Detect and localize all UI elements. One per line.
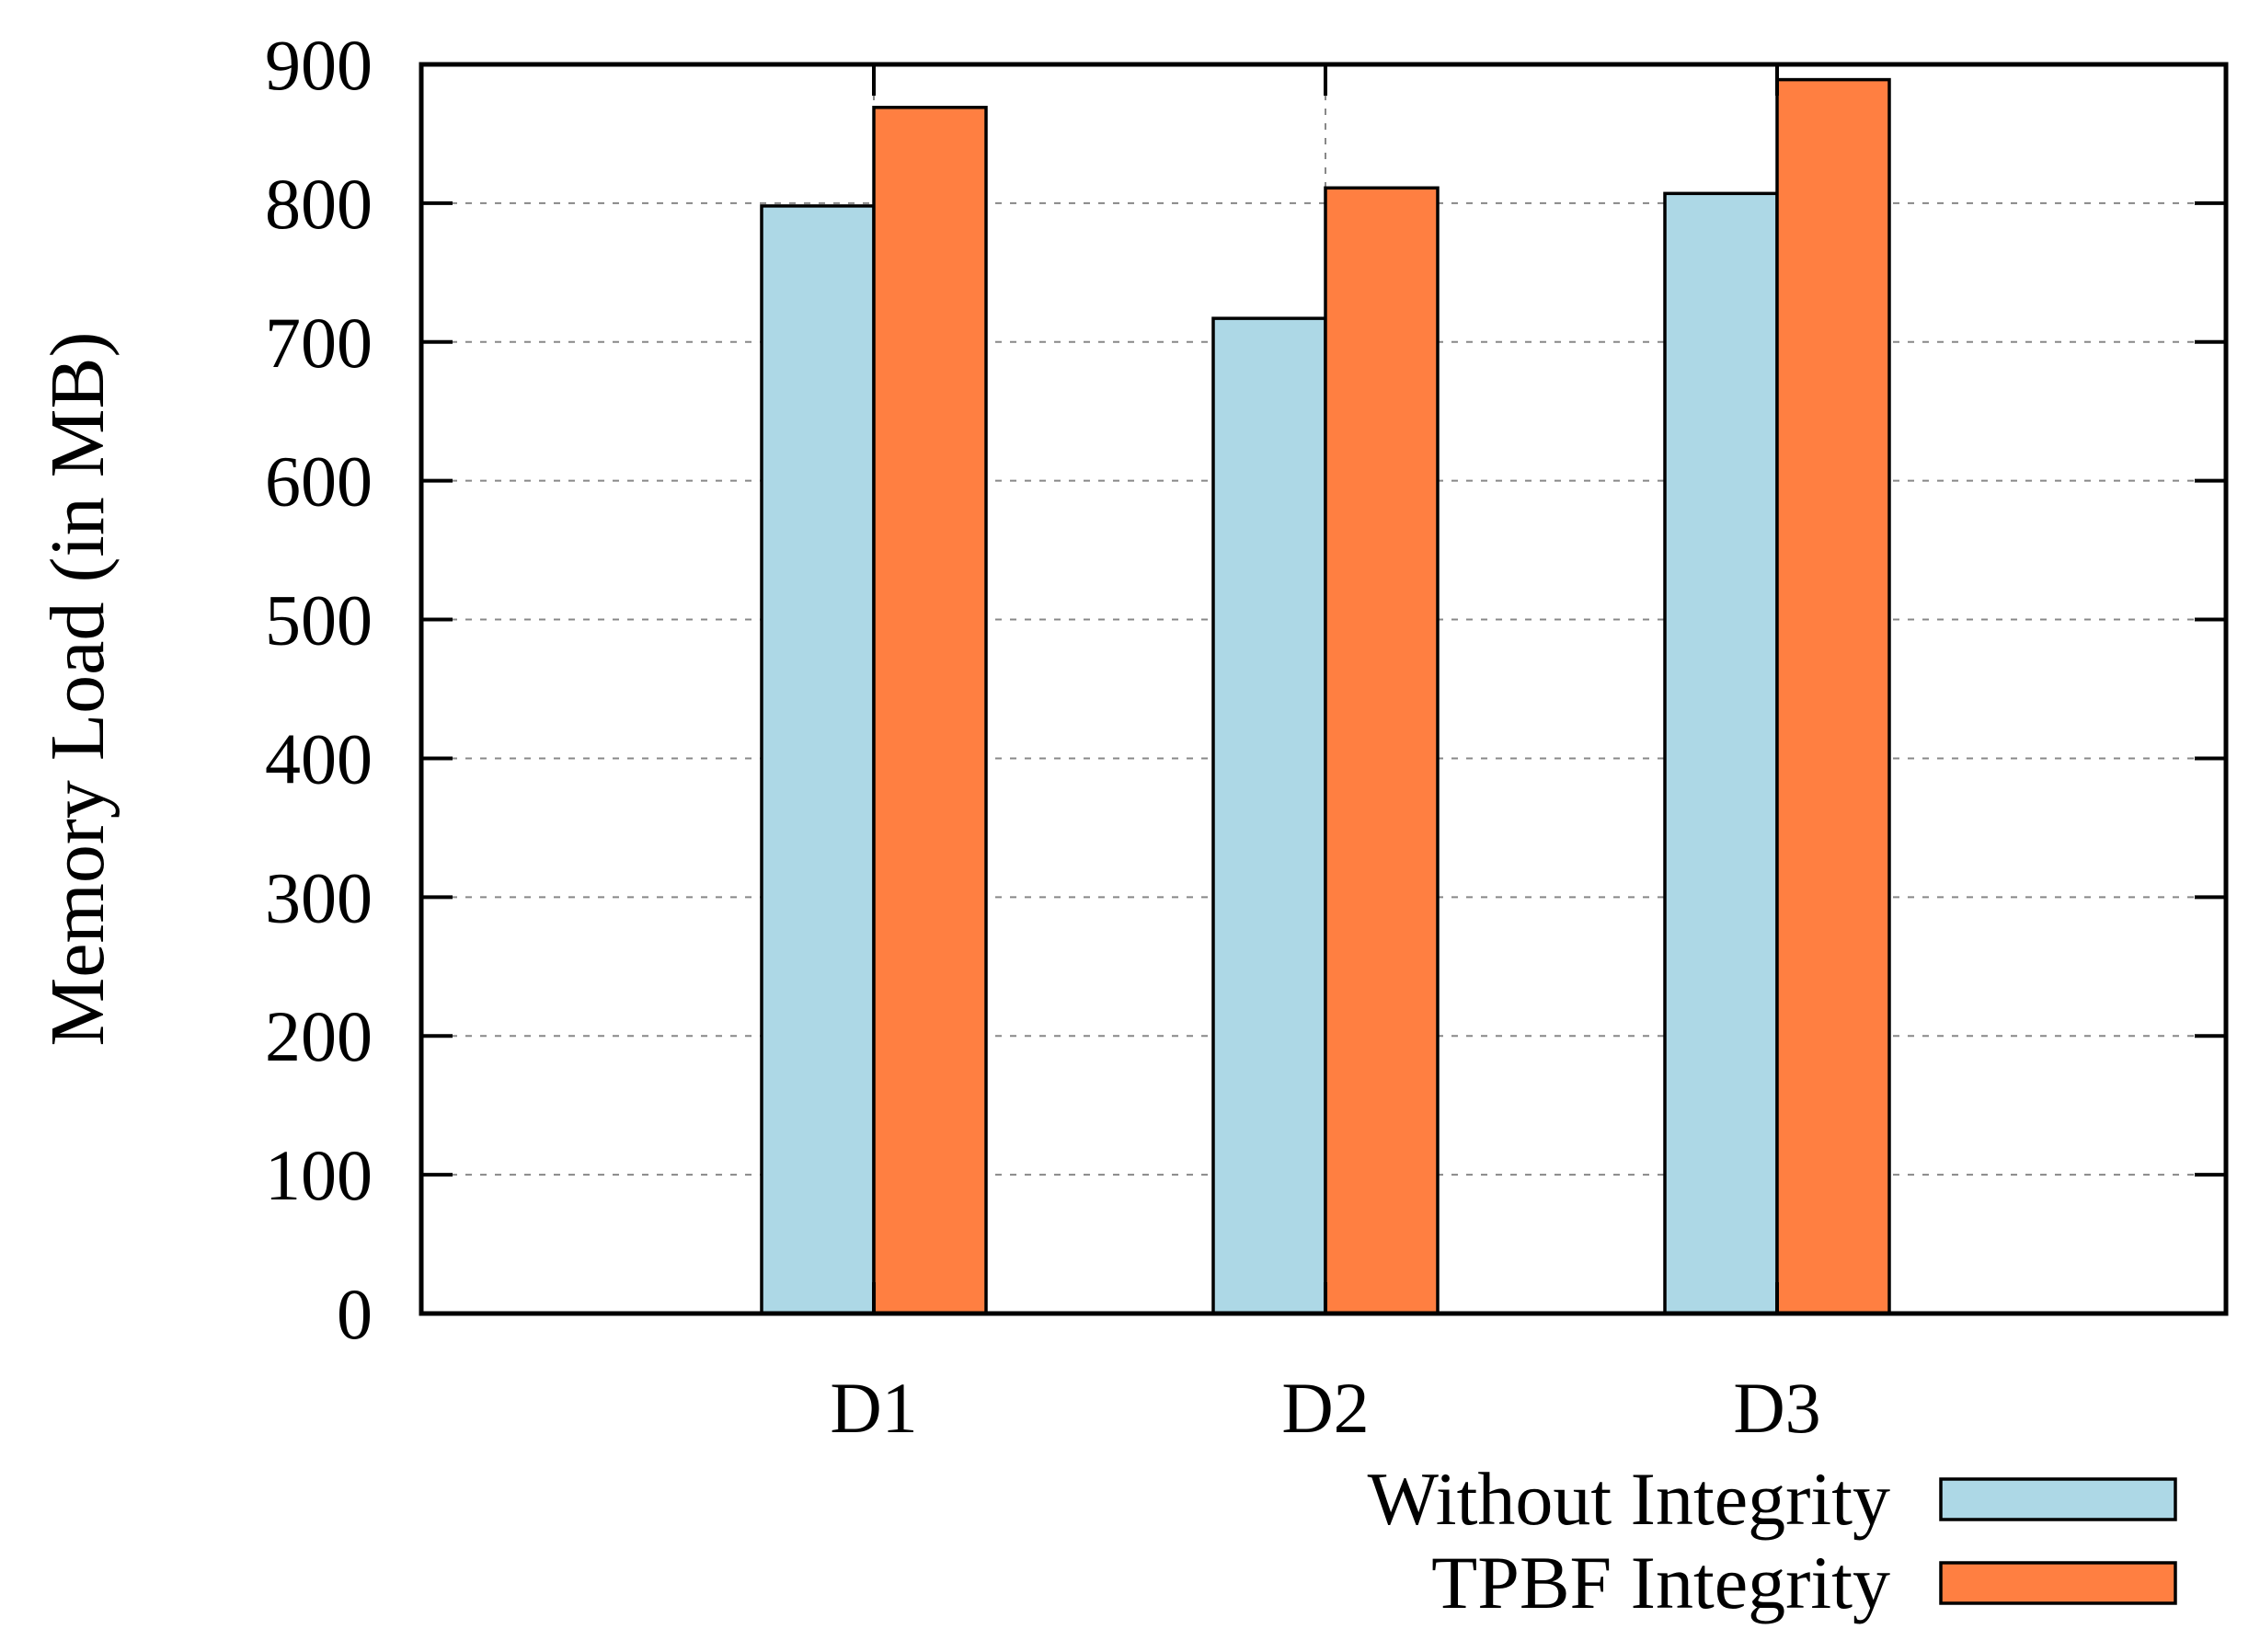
y-tick-label: 100: [265, 1135, 373, 1215]
x-tick-labels: D1 D2 D3: [830, 1368, 1820, 1448]
legend-label-tpbf-integrity: TPBF Integrity: [1431, 1541, 1890, 1624]
y-tick-labels: 0 100 200 300 400 500 600 700 800 900: [265, 25, 373, 1354]
bar-without-integrity-d3: [1663, 191, 1779, 1315]
legend-label-without-integrity: Without Integrity: [1368, 1457, 1890, 1541]
y-tick-label: 500: [265, 580, 373, 660]
plot-frame: [419, 62, 2229, 1316]
y-tick-label: 200: [265, 996, 373, 1076]
y-tick-label: 700: [265, 303, 373, 383]
legend-swatch-tpbf-integrity: [1939, 1561, 2177, 1605]
legend-swatch-without-integrity: [1939, 1477, 2177, 1521]
bar-without-integrity-d1: [760, 204, 876, 1315]
bar-tpbf-integrity-d3: [1775, 77, 1891, 1315]
y-tick-label: 900: [265, 25, 373, 105]
x-tick-label-d3: D3: [1733, 1368, 1820, 1448]
bar-tpbf-integrity-d1: [872, 106, 988, 1315]
bar-without-integrity-d2: [1211, 316, 1327, 1315]
y-tick-label: 800: [265, 164, 373, 244]
x-tick-label-d1: D1: [830, 1368, 917, 1448]
y-axis-label: Memory Load (in MB): [35, 332, 120, 1047]
bars: [760, 77, 1891, 1315]
y-tick-label: 600: [265, 442, 373, 522]
y-tick-label: 300: [265, 857, 373, 937]
bar-tpbf-integrity-d2: [1324, 186, 1440, 1315]
x-tick-label-d2: D2: [1281, 1368, 1369, 1448]
y-tick-label: 0: [337, 1274, 373, 1354]
y-tick-label: 400: [265, 718, 373, 798]
